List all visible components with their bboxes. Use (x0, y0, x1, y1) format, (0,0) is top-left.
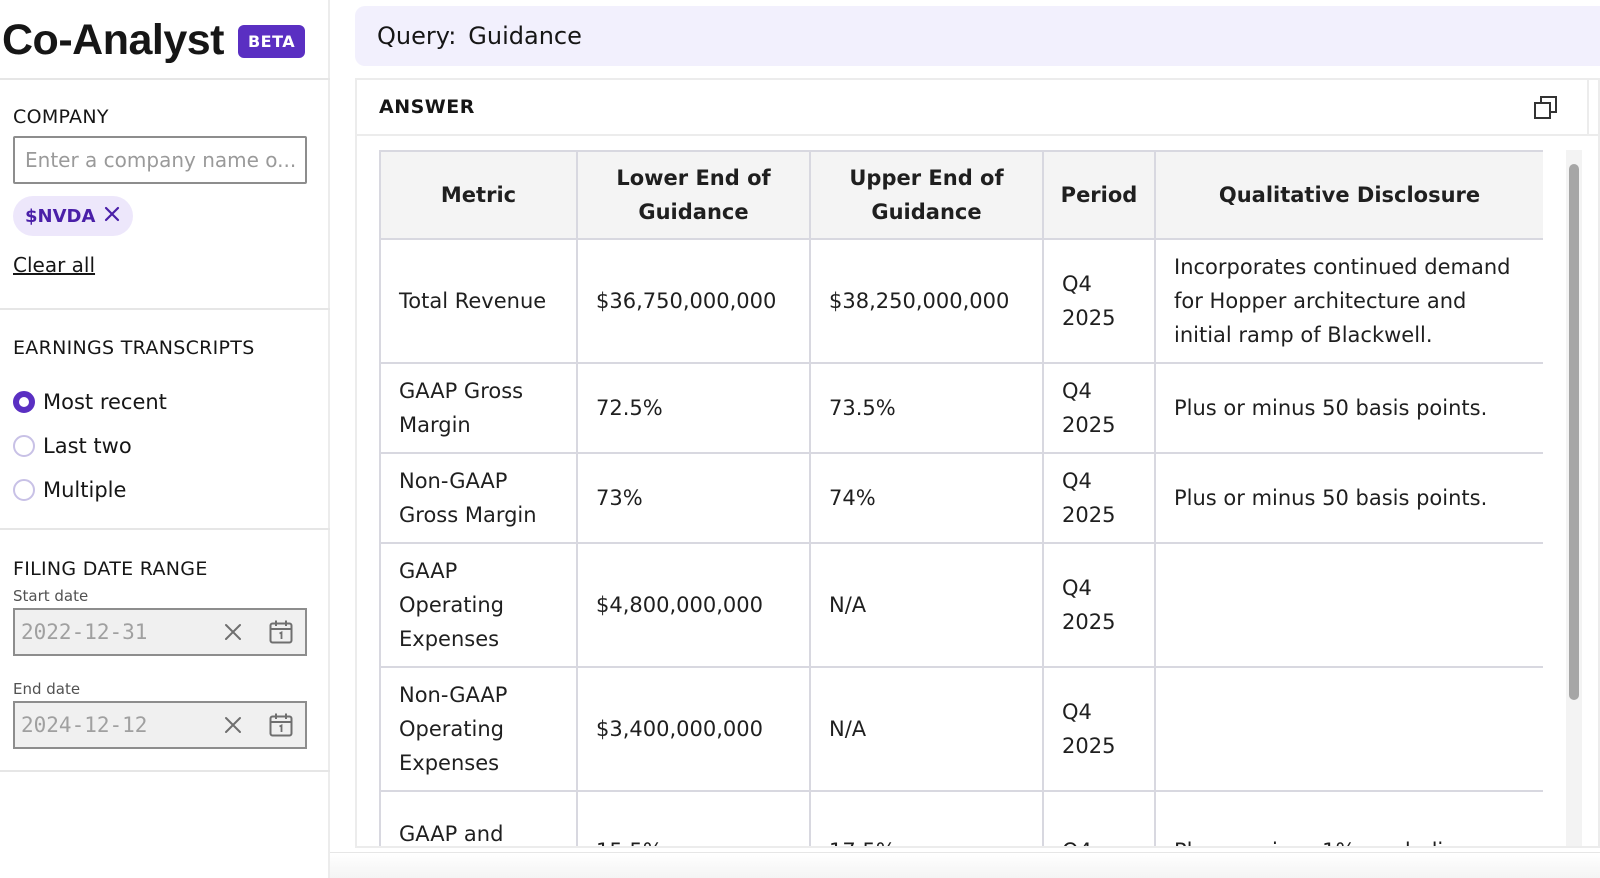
table-cell: Q4 2025 (1042, 362, 1156, 454)
column-header: Upper End of Guidance (809, 150, 1044, 240)
column-header: Lower End of Guidance (576, 150, 811, 240)
earnings-section-title: EARNINGS TRANSCRIPTS (13, 337, 255, 359)
start-date-field[interactable]: 2022-12-31 (13, 608, 307, 656)
start-date-value[interactable]: 2022-12-31 (21, 620, 148, 644)
header-separator (1587, 80, 1589, 136)
table-cell: Plus or minus 50 basis points. (1154, 452, 1543, 544)
end-calendar-icon[interactable] (257, 703, 305, 747)
divider (0, 528, 330, 530)
table-cell: GAAP Gross Margin (379, 362, 578, 454)
divider (0, 308, 330, 310)
table-row: GAAP Gross Margin 72.5% 73.5% Q4 2025 Pl… (379, 362, 1543, 454)
query-value: Guidance (468, 22, 582, 50)
divider (0, 78, 330, 80)
guidance-table: Metric Lower End of Guidance Upper End o… (379, 150, 1543, 846)
end-date-field[interactable]: 2024-12-12 (13, 701, 307, 749)
table-cell: 15.5% (576, 790, 811, 846)
chip-label: $NVDA (25, 205, 96, 227)
table-cell: $38,250,000,000 (809, 238, 1044, 364)
company-search-input[interactable] (13, 136, 307, 184)
end-date-value[interactable]: 2024-12-12 (21, 713, 148, 737)
company-section-title: COMPANY (13, 106, 109, 128)
start-date-label: Start date (13, 587, 89, 605)
table-cell: 72.5% (576, 362, 811, 454)
table-row: GAAP Operating Expenses $4,800,000,000 N… (379, 542, 1543, 668)
table-cell: Total Revenue (379, 238, 578, 364)
remove-chip-close-icon[interactable] (103, 205, 121, 228)
table-cell: Plus or minus 50 basis points. (1154, 362, 1543, 454)
guidance-table-container: Metric Lower End of Guidance Upper End o… (379, 150, 1543, 846)
column-header: Qualitative Disclosure (1154, 150, 1543, 240)
table-cell: N/A (809, 666, 1044, 792)
table-row: GAAP and Non-GAAP Tax 15.5% 17.5% Q4 Plu… (379, 790, 1543, 846)
scrollbar-thumb[interactable] (1569, 164, 1579, 700)
table-cell: Non-GAAP Operating Expenses (379, 666, 578, 792)
table-cell: 74% (809, 452, 1044, 544)
table-cell (1154, 542, 1543, 668)
sidebar: Co-Analyst BETA COMPANY $NVDA Clear all … (0, 0, 330, 878)
table-row: Total Revenue $36,750,000,000 $38,250,00… (379, 238, 1543, 364)
radio-unchecked-icon[interactable] (13, 435, 35, 457)
app-title: Co-Analyst (2, 15, 224, 64)
clear-start-date-close-icon[interactable] (209, 610, 257, 654)
table-cell: Plus or minus 1%, excluding any (1154, 790, 1543, 846)
table-cell: Non-GAAP Gross Margin (379, 452, 578, 544)
query-bar: Query: Guidance (355, 6, 1600, 66)
table-cell: GAAP Operating Expenses (379, 542, 578, 668)
clear-end-date-close-icon[interactable] (209, 703, 257, 747)
answer-title: ANSWER (379, 96, 475, 118)
divider (0, 770, 330, 772)
brand: Co-Analyst BETA (2, 10, 306, 70)
query-label: Query: (377, 22, 457, 50)
company-chip: $NVDA (13, 196, 134, 236)
start-calendar-icon[interactable] (257, 610, 305, 654)
table-cell: Q4 (1042, 790, 1156, 846)
answer-panel: ANSWER Metric Lower End of Guidance Uppe… (355, 78, 1600, 848)
table-cell: Q4 2025 (1042, 542, 1156, 668)
copy-icon[interactable] (1532, 94, 1560, 122)
radio-label: Multiple (43, 478, 127, 502)
radio-label: Last two (43, 434, 132, 458)
table-header-row: Metric Lower End of Guidance Upper End o… (379, 150, 1543, 240)
table-cell: Q4 2025 (1042, 238, 1156, 364)
end-date-label: End date (13, 680, 81, 698)
table-cell: $3,400,000,000 (576, 666, 811, 792)
radio-most-recent[interactable]: Most recent (13, 390, 167, 414)
column-header: Period (1042, 150, 1156, 240)
radio-multiple[interactable]: Multiple (13, 478, 126, 502)
table-cell: N/A (809, 542, 1044, 668)
table-cell: Q4 2025 (1042, 666, 1156, 792)
table-row: Non-GAAP Operating Expenses $3,400,000,0… (379, 666, 1543, 792)
table-cell: $4,800,000,000 (576, 542, 811, 668)
table-cell: GAAP and Non-GAAP Tax (379, 790, 578, 846)
table-cell: 73% (576, 452, 811, 544)
filing-section-title: FILING DATE RANGE (13, 558, 208, 580)
table-cell: Q4 2025 (1042, 452, 1156, 544)
table-cell: Incorporates continued demand for Hopper… (1154, 238, 1543, 364)
beta-badge: BETA (237, 24, 306, 58)
answer-header: ANSWER (357, 80, 1598, 136)
radio-label: Most recent (43, 390, 167, 414)
table-cell: $36,750,000,000 (576, 238, 811, 364)
radio-checked-icon[interactable] (13, 391, 35, 413)
radio-last-two[interactable]: Last two (13, 434, 132, 458)
bottom-strip (330, 852, 1600, 878)
table-cell (1154, 666, 1543, 792)
clear-all-link[interactable]: Clear all (13, 253, 96, 277)
table-cell: 17.5% (809, 790, 1044, 846)
radio-unchecked-icon[interactable] (13, 479, 35, 501)
table-cell: 73.5% (809, 362, 1044, 454)
column-header: Metric (379, 150, 578, 240)
table-row: Non-GAAP Gross Margin 73% 74% Q4 2025 Pl… (379, 452, 1543, 544)
